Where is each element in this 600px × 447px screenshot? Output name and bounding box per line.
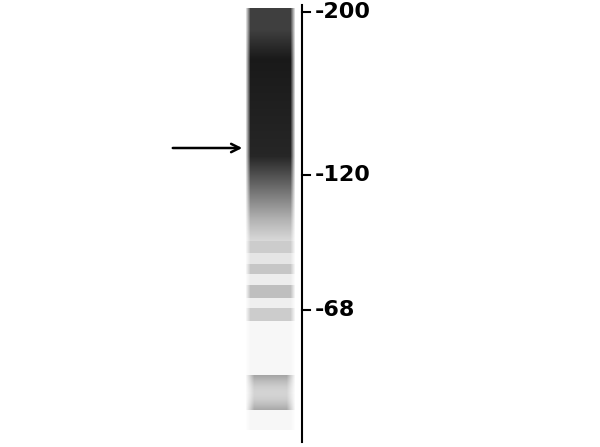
Text: -200: -200: [315, 2, 371, 22]
Text: -68: -68: [315, 300, 355, 320]
Text: -120: -120: [315, 165, 371, 185]
